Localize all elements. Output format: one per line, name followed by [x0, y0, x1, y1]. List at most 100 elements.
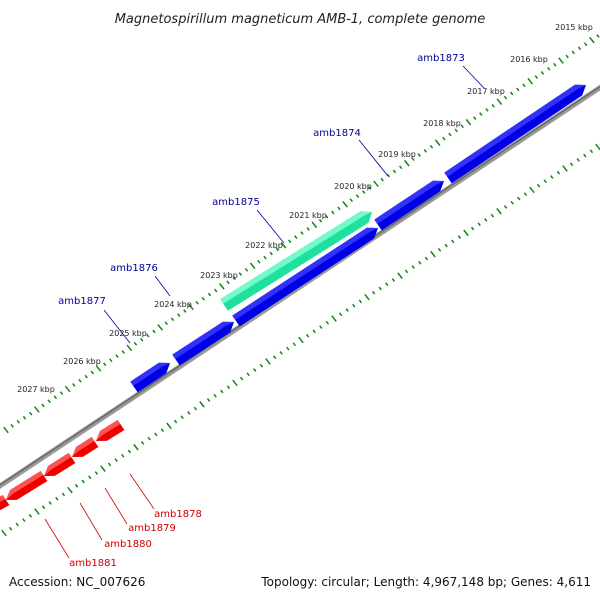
gene-label-amb1873[interactable]: amb1873: [417, 53, 465, 64]
tick-mark: [465, 118, 472, 126]
tick-mark: [584, 42, 588, 47]
tick-mark: [442, 136, 446, 141]
tick-mark: [157, 324, 163, 331]
amb1878-arrow[interactable]: [96, 420, 125, 441]
tick-mark: [147, 436, 151, 441]
tick-mark: [577, 46, 582, 51]
amb1876-gene[interactable]: [172, 321, 234, 366]
tick-mark: [29, 411, 33, 416]
amb1874a-arrow[interactable]: [374, 180, 444, 231]
tick-mark: [195, 300, 199, 305]
amb1879-arrow[interactable]: [72, 437, 99, 457]
gene-label-amb1876[interactable]: amb1876: [110, 263, 158, 274]
tick-mark: [16, 419, 20, 424]
tick-mark: [337, 206, 341, 211]
tick-mark: [244, 268, 249, 272]
tick-mark: [53, 395, 57, 400]
tick-mark: [94, 471, 99, 475]
tick-mark: [275, 247, 279, 252]
kbp-label: 2027 kbp: [17, 385, 55, 394]
tick-mark: [305, 333, 310, 338]
tick-mark: [59, 391, 64, 395]
gene-leader-line: [129, 473, 155, 510]
tick-mark: [371, 290, 376, 295]
tick-mark: [253, 368, 257, 372]
amb1875-arrow[interactable]: [220, 211, 372, 311]
tick-mark: [404, 269, 409, 274]
tick-mark: [331, 315, 337, 322]
tick-mark: [460, 124, 464, 129]
tick-mark: [485, 108, 489, 112]
tick-mark: [312, 329, 316, 334]
amb1877-arrow[interactable]: [130, 362, 170, 393]
tick-mark: [444, 243, 448, 248]
amb1880-gene[interactable]: [44, 453, 76, 476]
tick-mark: [177, 313, 181, 317]
kbp-label: 2022 kbp: [245, 241, 283, 250]
amb1874a-gene[interactable]: [374, 180, 444, 231]
tick-mark: [349, 198, 353, 203]
tick-mark: [479, 112, 483, 116]
tick-mark: [133, 443, 139, 451]
amb1873-arrow[interactable]: [444, 84, 586, 184]
tick-mark: [595, 143, 600, 151]
gene-label-amb1875[interactable]: amb1875: [212, 197, 260, 208]
tick-mark: [496, 208, 502, 215]
tick-mark: [352, 303, 356, 308]
amb1879-gene[interactable]: [72, 437, 99, 457]
tick-mark: [596, 34, 600, 38]
amb1877-gene[interactable]: [130, 362, 170, 393]
tick-mark: [448, 132, 452, 137]
tick-mark: [239, 376, 244, 381]
amb1874b-gene[interactable]: [232, 227, 378, 327]
tick-mark: [311, 221, 318, 229]
tick-mark: [152, 329, 156, 334]
tick-mark: [484, 218, 488, 222]
gene-label-amb1880[interactable]: amb1880: [104, 539, 152, 550]
tick-mark: [534, 75, 538, 79]
accession-text: Accession: NC_007626: [9, 575, 145, 589]
gene-label-amb1874[interactable]: amb1874: [313, 128, 361, 139]
tick-mark: [565, 54, 569, 59]
tick-mark: [540, 71, 545, 75]
map-title: Magnetospirillum magneticum AMB-1, compl…: [115, 12, 486, 27]
tick-mark: [473, 116, 477, 120]
tick-mark: [373, 180, 379, 188]
tick-mark: [378, 286, 382, 291]
tick-mark: [496, 98, 503, 105]
gene-leader-line: [104, 487, 128, 525]
kbp-label: 2017 kbp: [467, 87, 505, 96]
tick-mark: [319, 325, 323, 329]
gene-label-amb1879[interactable]: amb1879: [128, 523, 176, 534]
gene-leader-line: [44, 518, 70, 559]
tick-mark: [550, 175, 554, 179]
tick-mark: [397, 272, 403, 279]
amb1873-gene[interactable]: [444, 84, 586, 184]
tick-mark: [146, 333, 150, 338]
amb1879-arrow-top: [72, 437, 95, 457]
amb1874b-arrow[interactable]: [232, 227, 378, 327]
tick-mark: [249, 262, 256, 270]
amb1876-arrow[interactable]: [172, 321, 234, 366]
amb1882-gene[interactable]: [0, 495, 10, 510]
tick-mark: [84, 374, 88, 379]
tick-mark: [160, 428, 165, 432]
gene-leader-line: [103, 309, 131, 344]
tick-mark: [536, 183, 541, 188]
tick-mark: [294, 235, 298, 239]
tick-mark: [269, 251, 273, 256]
tick-mark: [558, 57, 564, 64]
tick-mark: [206, 398, 211, 402]
amb1881-gene[interactable]: [6, 471, 48, 500]
amb1874a-arrow-top: [374, 180, 444, 224]
tick-mark: [300, 231, 304, 235]
amb1875-gene[interactable]: [220, 211, 372, 311]
tick-mark: [109, 358, 113, 363]
gene-label-amb1877[interactable]: amb1877: [58, 296, 106, 307]
tick-mark: [589, 36, 595, 44]
gene-label-amb1878[interactable]: amb1878: [154, 509, 202, 520]
gene-label-amb1881[interactable]: amb1881: [69, 558, 117, 569]
amb1878-gene[interactable]: [96, 420, 125, 441]
tick-mark: [286, 346, 290, 351]
tick-mark: [510, 200, 514, 205]
